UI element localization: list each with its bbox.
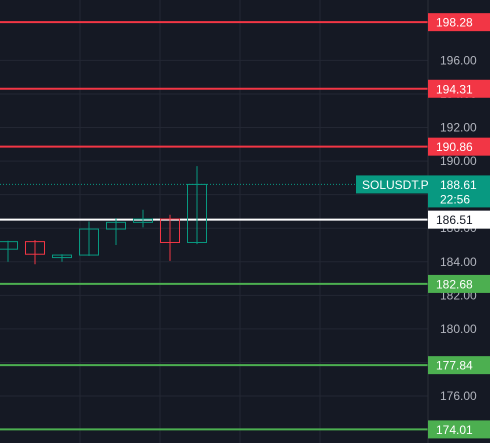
level-lines: [0, 21, 428, 431]
level-badge-label: 174.01: [436, 423, 473, 437]
level-badge-label: 186.51: [436, 213, 473, 227]
candle-body: [25, 241, 45, 255]
level-badge-label: 198.28: [436, 16, 473, 30]
y-tick-label: 176.00: [440, 389, 477, 403]
candle-body: [160, 218, 180, 243]
candles: [0, 166, 207, 265]
level-badge-resistance: [428, 137, 490, 156]
y-tick-label: 192.00: [440, 121, 477, 135]
symbol-label: SOLUSDT.P: [362, 178, 429, 192]
y-tick-label: 184.00: [440, 255, 477, 269]
y-tick-label: 196.00: [440, 53, 477, 67]
level-badge-label: 194.31: [436, 82, 473, 96]
candle-body: [106, 221, 126, 230]
level-badge-support: [428, 274, 490, 293]
candle-body: [0, 241, 18, 250]
level-badge-label: 182.68: [436, 277, 473, 291]
candle-body: [133, 218, 153, 223]
level-badge-label: 190.86: [436, 140, 473, 154]
level-badge-label: 177.84: [436, 359, 473, 373]
countdown-label: 22:56: [440, 192, 470, 206]
level-badge-resistance: [428, 13, 490, 32]
grid-lines: [0, 0, 428, 443]
candle-body: [52, 254, 72, 259]
y-tick-label: 190.00: [440, 154, 477, 168]
y-tick-label: 180.00: [440, 322, 477, 336]
candle-body: [187, 183, 207, 243]
candle-body: [79, 228, 99, 256]
level-badge-resistance: [428, 79, 490, 98]
last-price-label: 188.61: [440, 178, 477, 192]
level-badge-support: [428, 420, 490, 439]
symbol-badge: [356, 175, 428, 194]
last-price-badge: [428, 175, 490, 208]
level-badge-marker: [428, 210, 490, 229]
price-axis: 174.00176.00178.00180.00182.00184.00186.…: [356, 0, 490, 443]
level-badge-support: [428, 356, 490, 375]
